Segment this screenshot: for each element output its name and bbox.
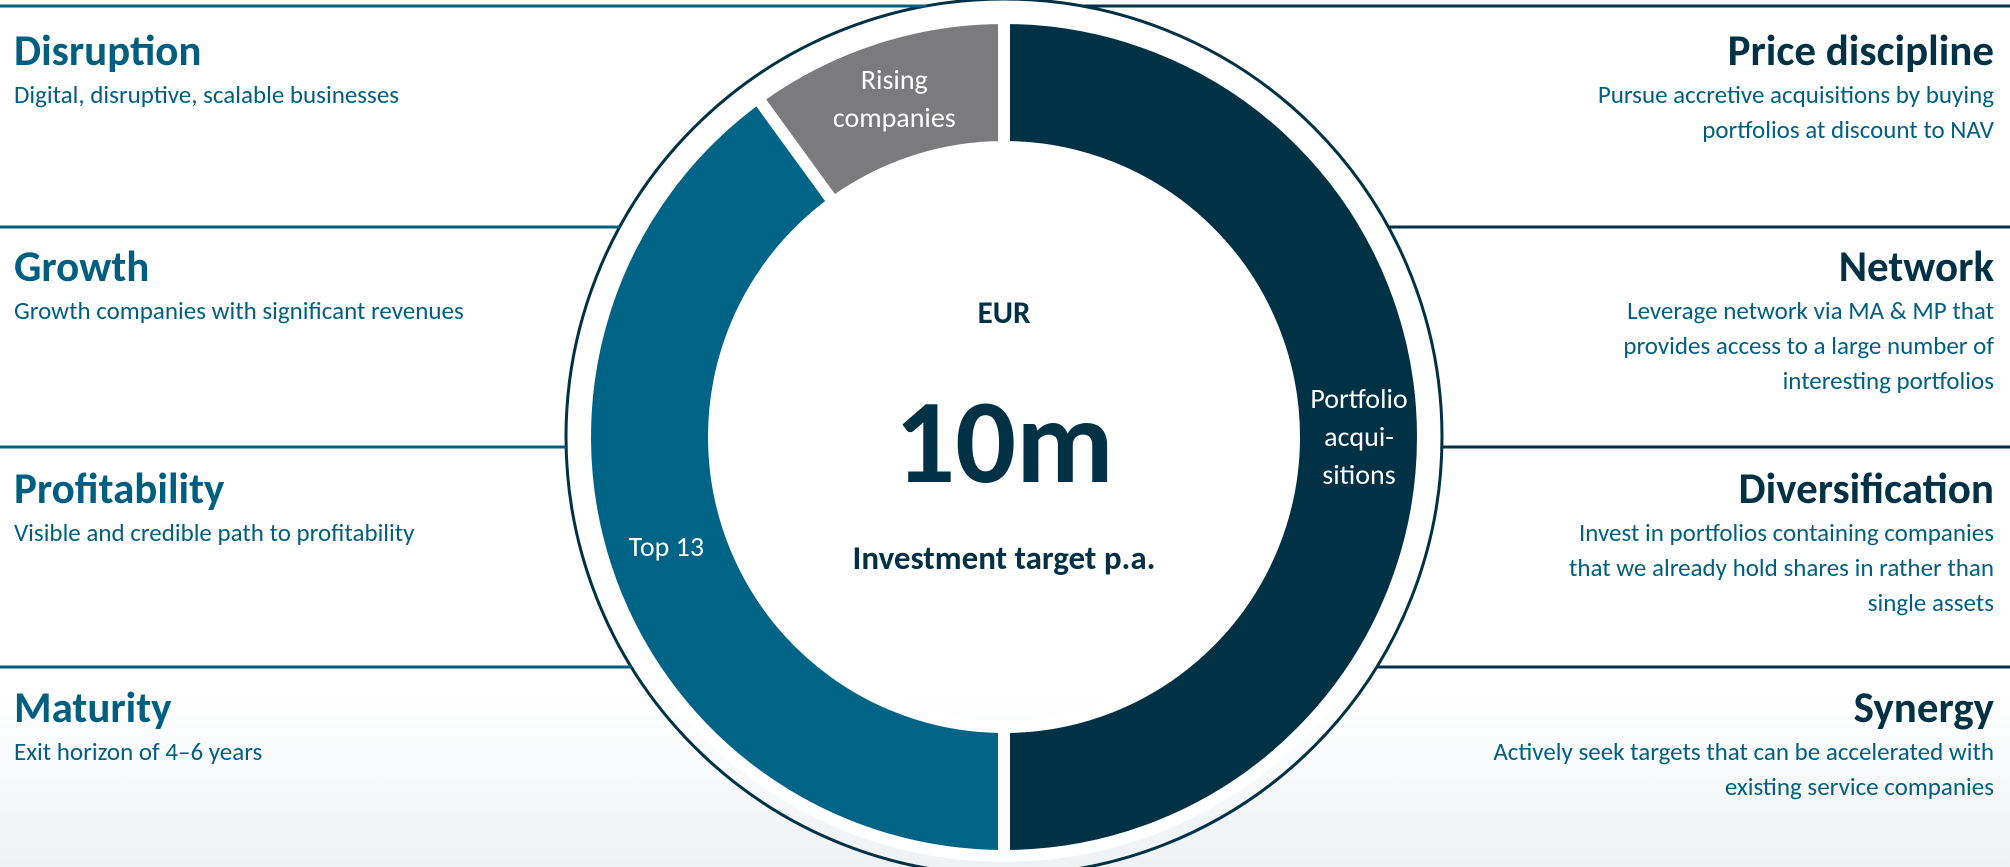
info-item: Growth Growth companies with significant …	[14, 241, 714, 328]
center-text: 10m	[894, 369, 1114, 515]
item-heading: Profitability	[14, 462, 225, 515]
center-text: EUR	[977, 294, 1031, 332]
info-item: Profitability Visible and credible path t…	[14, 463, 714, 550]
item-heading: Disruption	[14, 24, 202, 77]
item-description: Digital, disruptive, scalable businesses	[14, 79, 400, 110]
outer-ring	[564, 0, 1444, 867]
center-text: Investment target p.a.	[852, 538, 1156, 578]
item-description: provides access to a large number of	[1623, 330, 1994, 361]
item-heading: Price discipline	[1727, 24, 1994, 77]
segment-label: Portfolio acqui- sitions	[1310, 381, 1408, 492]
info-item: Maturity Exit horizon of 4–6 years	[14, 682, 714, 769]
item-description: interesting portfolios	[1782, 365, 1994, 396]
item-heading: Network	[1838, 240, 1994, 293]
info-item: Synergy Actively seek targets that can be…	[1294, 682, 1994, 804]
segment-label: Rising companies	[832, 62, 956, 136]
item-heading: Maturity	[14, 681, 172, 734]
item-description: that we already hold shares in rather th…	[1568, 552, 1994, 583]
segment-label: Top 13	[628, 528, 705, 564]
donut-segment	[749, 11, 1010, 211]
item-description: Visible and credible path to profitabili…	[14, 517, 415, 548]
info-item: Diversification Invest in portfolios cont…	[1294, 463, 1994, 620]
item-description: single assets	[1867, 587, 1994, 618]
item-description: Actively seek targets that can be accele…	[1493, 736, 1994, 767]
info-item: Network Leverage network via MA & MP that…	[1294, 241, 1994, 398]
info-item: Disruption Digital, disruptive, scalable …	[14, 25, 714, 112]
item-description: Growth companies with significant revenu…	[14, 295, 464, 326]
info-item: Price discipline Pursue accretive acquisi…	[1294, 25, 1994, 147]
item-description: Leverage network via MA & MP that	[1627, 295, 1994, 326]
item-heading: Diversification	[1738, 462, 1994, 515]
item-description: portfolios at discount to NAV	[1702, 114, 1994, 145]
donut-segment	[998, 11, 1429, 863]
item-heading: Synergy	[1853, 681, 1994, 734]
item-description: existing service companies	[1724, 771, 1994, 802]
item-description: Exit horizon of 4–6 years	[14, 736, 263, 767]
item-description: Invest in portfolios containing companie…	[1578, 517, 1994, 548]
donut-segment	[579, 89, 1010, 863]
item-description: Pursue accretive acquisitions by buying	[1597, 79, 1994, 110]
item-heading: Growth	[14, 240, 150, 293]
